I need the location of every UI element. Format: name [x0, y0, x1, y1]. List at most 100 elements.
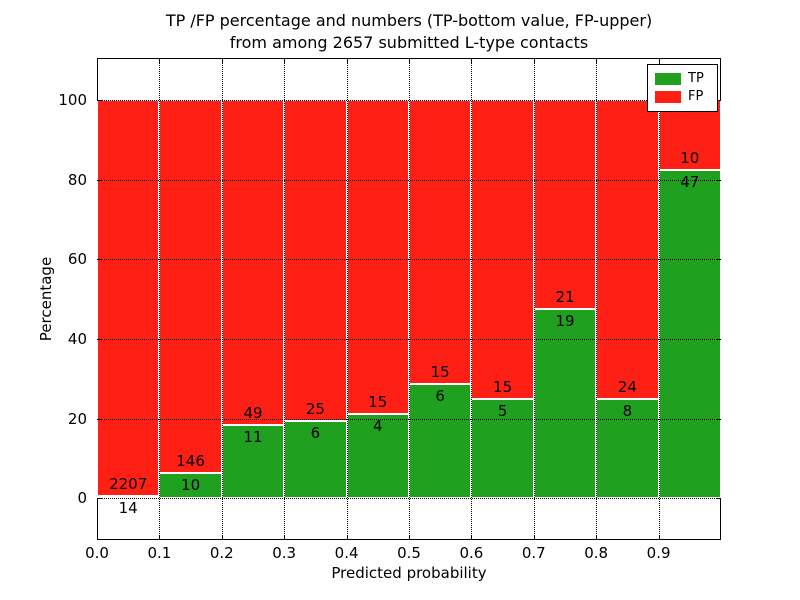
- legend-item-tp: TP: [648, 72, 717, 86]
- fp-bar-segment: [346, 99, 409, 415]
- tp-count-label: 4: [373, 417, 383, 436]
- chart-title-line1: TP /FP percentage and numbers (TP-bottom…: [165, 11, 653, 30]
- x-tick-label: 0.0: [85, 544, 109, 562]
- tp-bar-segment: [596, 398, 659, 499]
- x-gridline: [409, 58, 410, 540]
- tp-bar-segment: [533, 309, 597, 499]
- tp-count-label: 19: [555, 312, 575, 330]
- y-tick-mark: [98, 498, 102, 500]
- tp-bar-segment: [471, 398, 534, 499]
- x-tick-mark: [533, 535, 535, 539]
- x-tick-mark: [409, 535, 410, 539]
- y-tick-label: 60: [67, 250, 87, 269]
- x-tick-mark: [346, 59, 348, 63]
- y-tick-label: 0: [77, 489, 87, 508]
- x-tick-label: 0.8: [584, 544, 609, 562]
- y-tick-mark: [98, 99, 102, 101]
- fp-count-label: 15: [493, 377, 513, 396]
- x-tick-mark: [284, 535, 286, 539]
- tp-count-label: 8: [622, 401, 633, 420]
- tp-bar-segment: [658, 169, 721, 499]
- tp-count-label: 6: [310, 424, 321, 443]
- x-gridline: [221, 58, 223, 540]
- fp-count-label: 15: [368, 393, 388, 412]
- x-tick-mark: [97, 535, 98, 539]
- y-tick-mark: [716, 179, 720, 181]
- tp-count-label: 10: [181, 475, 201, 494]
- fp-count-label: 24: [617, 377, 637, 396]
- x-tick-mark: [346, 535, 348, 539]
- fp-count-label: 2207: [109, 474, 148, 493]
- x-gridline: [284, 58, 286, 540]
- x-gridline: [533, 58, 535, 540]
- x-tick-mark: [596, 59, 598, 63]
- tp-count-label: 11: [243, 428, 263, 447]
- y-axis-label: Percentage: [37, 256, 55, 342]
- y-tick-mark: [98, 338, 102, 340]
- fp-bar-segment: [221, 99, 285, 426]
- x-axis-label: Predicted probability: [331, 564, 487, 582]
- x-tick-label: 0.7: [521, 544, 546, 562]
- y-tick-mark: [98, 179, 102, 181]
- fp-bar-segment: [533, 99, 597, 309]
- x-tick-mark: [471, 535, 473, 539]
- tp-count-label: 14: [118, 498, 138, 517]
- x-gridline: [596, 58, 598, 540]
- legend-label-fp: FP: [688, 89, 704, 104]
- x-tick-label: 0.1: [147, 544, 172, 562]
- x-tick-mark: [221, 59, 223, 63]
- x-tick-label: 0.6: [459, 544, 484, 562]
- x-gridline: [471, 58, 473, 540]
- y-tick-label: 40: [67, 329, 87, 348]
- x-tick-mark: [596, 535, 598, 539]
- x-tick-mark: [658, 59, 660, 63]
- y-tick-mark: [716, 498, 720, 500]
- tp-count-label: 6: [435, 387, 445, 406]
- y-tick-mark: [716, 338, 720, 340]
- x-tick-mark: [97, 59, 98, 63]
- fp-count-label: 21: [555, 288, 575, 306]
- y-tick-mark: [716, 99, 720, 101]
- y-tick-mark: [716, 259, 720, 261]
- fp-bar-segment: [284, 99, 347, 421]
- fp-count-label: 25: [305, 400, 325, 419]
- y-tick-mark: [98, 418, 102, 420]
- fp-bar-segment: [159, 99, 222, 473]
- x-tick-label: 0.4: [334, 544, 359, 562]
- fp-count-label: 15: [430, 363, 450, 382]
- x-tick-label: 0.5: [397, 544, 421, 562]
- x-tick-label: 0.2: [209, 544, 234, 562]
- fp-bar-segment: [471, 99, 534, 399]
- x-tick-mark: [533, 59, 535, 63]
- tp-bar-segment: [409, 384, 472, 499]
- y-tick-mark: [98, 259, 102, 261]
- y-tick-label: 100: [58, 90, 87, 109]
- y-tick-label: 80: [67, 170, 87, 189]
- tp-bar-segment: [97, 495, 160, 499]
- x-tick-label: 0.9: [646, 544, 671, 562]
- fp-count-label: 10: [680, 148, 700, 167]
- tp-swatch-icon: [655, 73, 681, 85]
- x-tick-label: 0.3: [272, 544, 297, 562]
- tp-bar-segment: [221, 425, 285, 499]
- fp-bar-segment: [97, 99, 160, 496]
- tp-bar-segment: [284, 421, 347, 499]
- x-tick-mark: [284, 59, 286, 63]
- fp-swatch-icon: [655, 91, 681, 103]
- x-tick-mark: [221, 535, 223, 539]
- legend-item-fp: FP: [648, 90, 717, 104]
- legend: TP FP: [647, 64, 718, 112]
- x-tick-mark: [658, 535, 660, 539]
- y-tick-label: 20: [67, 409, 87, 428]
- y-tick-mark: [716, 418, 720, 420]
- x-gridline: [658, 58, 660, 540]
- fp-count-label: 146: [176, 451, 205, 470]
- legend-label-tp: TP: [688, 71, 704, 86]
- chart-title-line2: from among 2657 submitted L-type contact…: [229, 33, 589, 52]
- x-tick-mark: [471, 59, 473, 63]
- x-tick-mark: [409, 59, 410, 63]
- x-tick-mark: [159, 59, 161, 63]
- fp-bar-segment: [596, 99, 659, 399]
- x-tick-mark: [159, 535, 161, 539]
